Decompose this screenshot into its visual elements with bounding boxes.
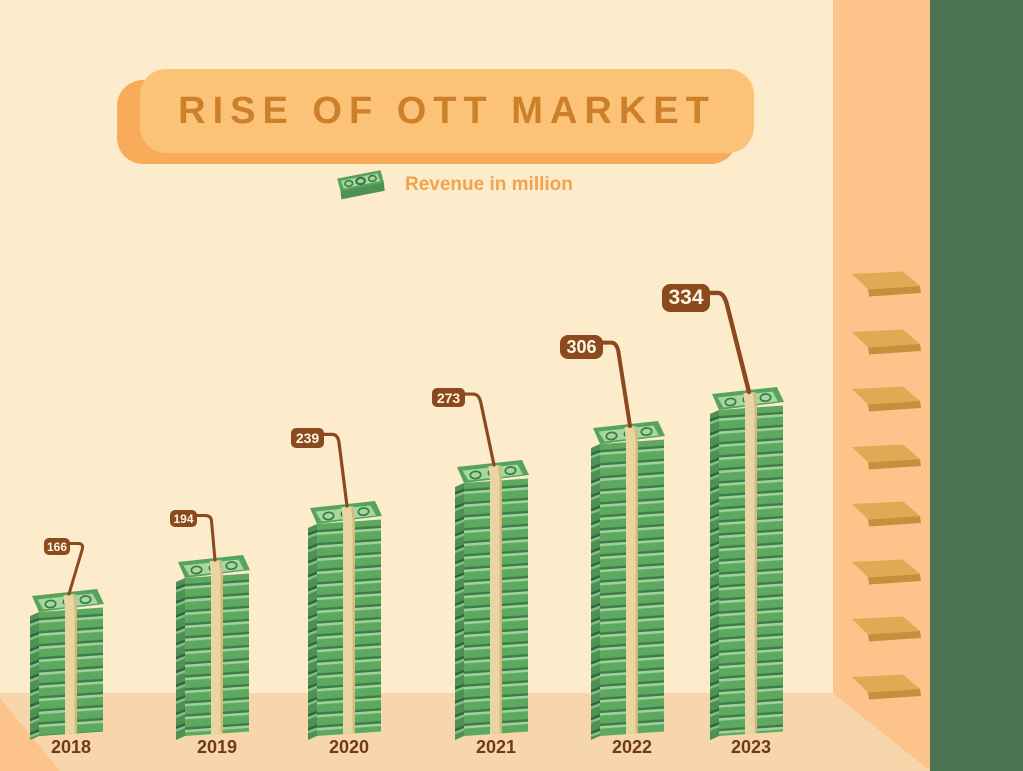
category-label-2022: 2022 — [611, 737, 653, 757]
category-label-2018: 2018 — [50, 737, 92, 757]
money-stack-bar-2021 — [455, 460, 529, 740]
wall-step — [852, 386, 921, 412]
value-label-2023: 334 — [662, 284, 710, 312]
money-stack-bar-2019 — [176, 555, 250, 740]
wall-step — [852, 559, 921, 585]
right-wall — [833, 0, 930, 771]
wall-step — [852, 616, 921, 642]
title-banner: RISE OF OTT MARKET — [140, 69, 754, 153]
money-stack-bar-2022 — [591, 421, 665, 740]
wall-step — [852, 501, 921, 527]
category-label-2023: 2023 — [730, 737, 772, 757]
category-label-2021: 2021 — [475, 737, 517, 757]
legend-label: Revenue in million — [405, 174, 573, 195]
money-stack-icon — [337, 170, 389, 200]
page-title: RISE OF OTT MARKET — [178, 89, 716, 132]
value-label-2021: 273 — [432, 388, 465, 407]
wall-step — [852, 444, 921, 470]
value-label-2018: 166 — [44, 538, 70, 555]
wall-step — [852, 329, 921, 355]
wall-step — [852, 674, 921, 700]
value-label-2020: 239 — [291, 428, 324, 448]
money-stack-bar-2020 — [308, 501, 382, 740]
category-label-2020: 2020 — [328, 737, 370, 757]
category-label-2019: 2019 — [196, 737, 238, 757]
value-label-2022: 306 — [560, 335, 603, 359]
wall-step — [852, 271, 921, 297]
money-stack-bar-2018 — [30, 589, 104, 740]
legend: Revenue in million — [337, 170, 573, 200]
money-stack-bar-2023 — [710, 387, 784, 740]
value-label-2019: 194 — [170, 510, 197, 527]
right-edge-band — [930, 0, 1023, 771]
